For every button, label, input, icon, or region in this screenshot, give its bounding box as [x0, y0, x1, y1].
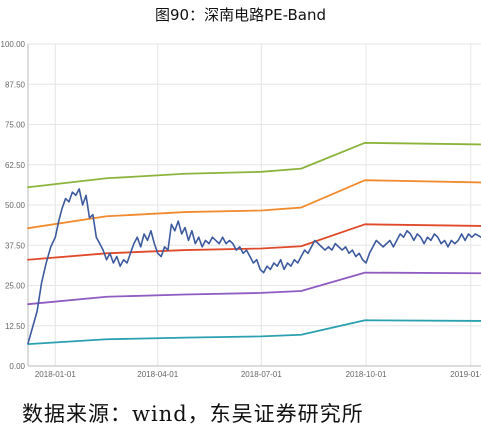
series-line-2 [27, 179, 481, 230]
series-line-5 [27, 319, 481, 345]
series-line-1 [27, 141, 481, 189]
y-tick-label: 0.00 [9, 362, 25, 371]
x-tick-label: 2018-07-01 [241, 370, 282, 379]
y-tick-label: 75.00 [5, 121, 26, 130]
x-tick-label: 2018-04-01 [137, 370, 178, 379]
y-tick-label: 62.50 [5, 161, 26, 170]
y-axis: 0.00 12.50 25.00 37.50 50.00 62.50 75.00 87.50 1… [1, 40, 29, 371]
series-layer [27, 141, 481, 345]
x-tick-label: 2018-10-01 [346, 370, 387, 379]
series-line-6 [27, 188, 481, 345]
chart-svg: 0.00 12.50 25.00 37.50 50.00 62.50 75.00 87.50 1… [1, 40, 481, 379]
source-note: 数据来源：wind，东吴证券研究所 [22, 402, 364, 426]
series-line-3 [27, 223, 481, 261]
y-tick-label: 12.50 [5, 322, 26, 331]
series-line-4 [27, 271, 481, 306]
x-tick-label: 2018-01-01 [35, 370, 76, 379]
y-tick-label: 50.00 [5, 201, 26, 210]
chart-title: 图90：深南电路PE-Band [155, 6, 326, 24]
y-tick-label: 87.50 [5, 80, 26, 89]
grid-layer [28, 43, 481, 367]
x-tick-label: 2019-01-01 [450, 370, 481, 379]
y-tick-label: 100.00 [1, 40, 26, 49]
y-tick-label: 25.00 [5, 282, 26, 291]
y-tick-label: 37.50 [5, 241, 26, 250]
pe-band-chart: 0.00 12.50 25.00 37.50 50.00 62.50 75.00 87.50 1… [0, 38, 481, 384]
x-axis: 2018-01-01 2018-04-01 2018-07-01 2018-10-01… [28, 365, 481, 379]
